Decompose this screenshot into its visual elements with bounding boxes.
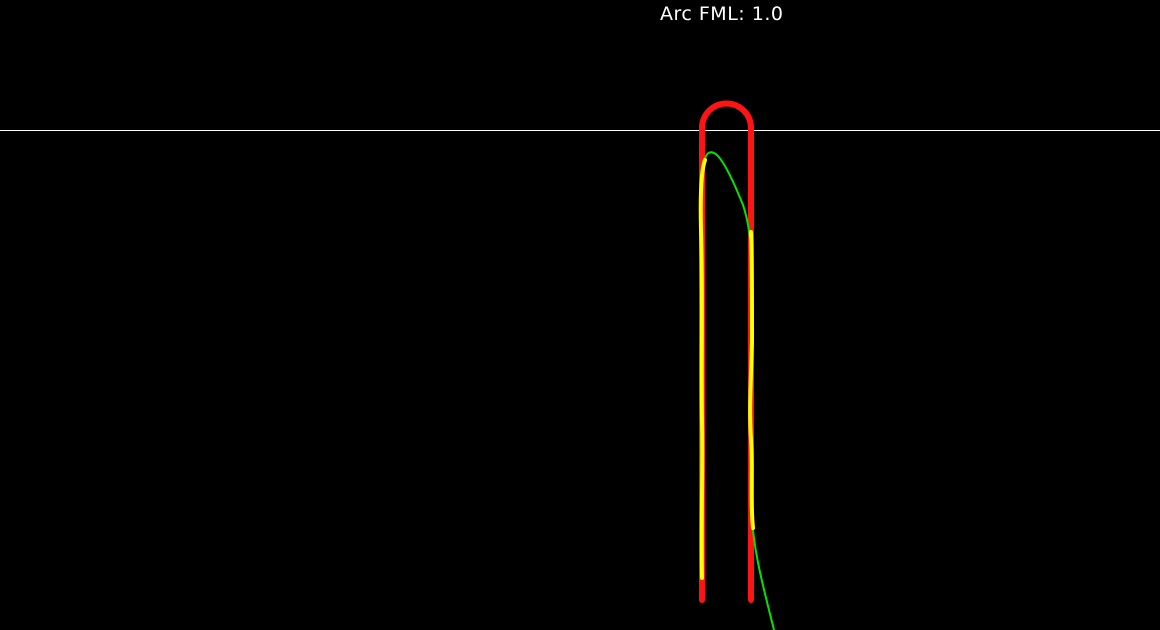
trace-overshoot	[699, 151, 775, 630]
arc-fml-label: Arc FML:	[660, 3, 746, 25]
arc-fml-readout: Arc FML: 1.0	[660, 3, 783, 25]
trace-overlap-left	[698, 158, 707, 580]
arch-template	[699, 100, 754, 603]
arc-fml-value: 1.0	[751, 3, 784, 25]
trace-overlap-right	[748, 230, 755, 530]
